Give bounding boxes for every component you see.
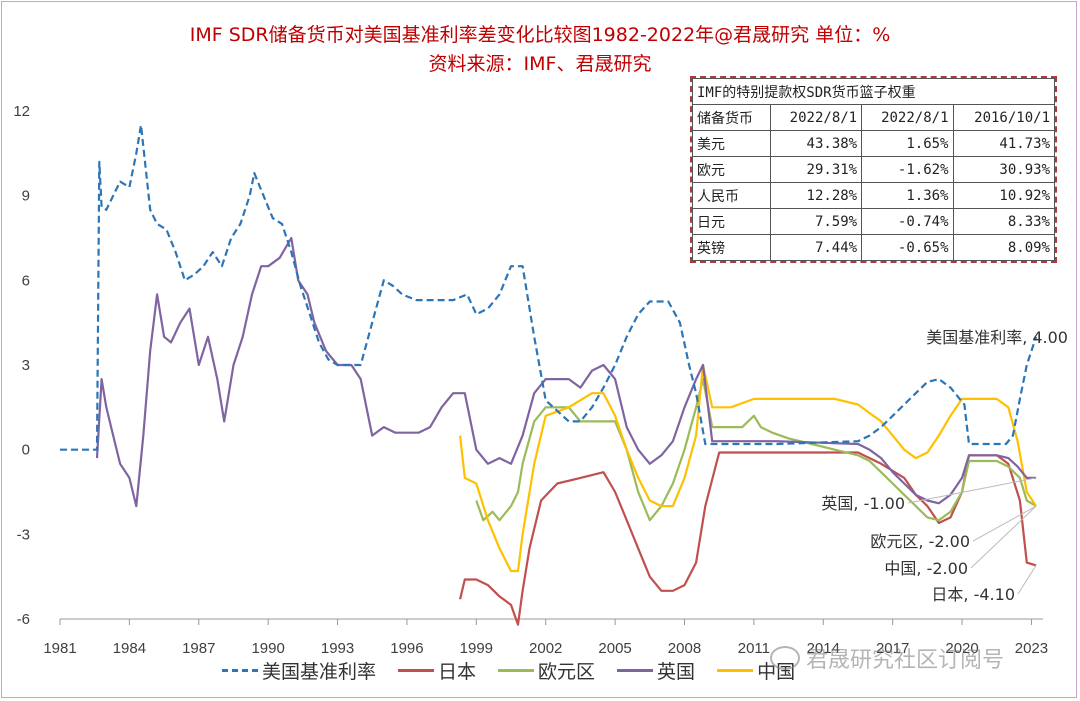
x-tick-label: 2023	[1015, 640, 1048, 657]
table-cell: 1.65%	[861, 130, 954, 157]
leader-line-uk	[907, 477, 1037, 504]
watermark-text: 君晟研究社区订阅号	[806, 648, 1005, 673]
table-cell: 41.73%	[952, 130, 1055, 157]
table-cell: 8.09%	[952, 234, 1055, 261]
x-tick-label: 1993	[321, 640, 354, 657]
legend-item: 英国	[617, 657, 695, 684]
legend-swatch	[498, 668, 535, 672]
legend-label: 欧元区	[538, 660, 596, 683]
legend-swatch	[717, 668, 754, 672]
table-cell: 日元	[692, 208, 771, 235]
table-row: 英镑 7.44% -0.65% 8.09%	[692, 234, 1055, 261]
x-tick-label: 1987	[182, 640, 215, 657]
series-line-4	[459, 363, 1038, 573]
wechat-icon	[770, 646, 800, 670]
table-header: 2022/8/1	[861, 104, 954, 131]
y-tick-label: 12	[13, 103, 30, 120]
data-label-us: 美国基准利率, 4.00	[926, 328, 1068, 347]
data-label-uk: 英国, -1.00	[821, 494, 905, 513]
series-line-2	[475, 378, 1037, 522]
data-label-eu: 欧元区, -2.00	[870, 532, 970, 551]
x-tick-label: 2014	[807, 640, 840, 657]
x-tick-label: 2011	[738, 640, 770, 657]
legend-label: 英国	[657, 660, 696, 683]
table-row: 欧元 29.31% -1.62% 30.93%	[692, 156, 1055, 183]
leader-line-eu	[972, 505, 1037, 542]
table-cell: 英镑	[692, 234, 771, 261]
table-cell: 8.33%	[952, 208, 1055, 235]
series-lines	[60, 123, 1038, 626]
series-line-3	[95, 236, 1037, 508]
table-header: 储备货币	[692, 104, 771, 131]
legend-item: 美国基准利率	[222, 657, 376, 684]
table-cell: 1.36%	[861, 182, 954, 209]
legend-item: 日本	[398, 657, 476, 684]
series-line-0	[60, 123, 1038, 451]
data-label-jp: 日本, -4.10	[931, 585, 1015, 604]
table-header: 2016/10/1	[952, 104, 1055, 131]
data-label-cn: 中国, -2.00	[884, 559, 968, 578]
axes: 12 9 6 3 0 -3 -6 1981 1984 1987 1990 1993 1996 1999 20…	[13, 103, 1048, 657]
sdr-weight-table: IMF的特别提款权SDR货币篮子权重 储备货币 2022/8/1 2022/8/…	[690, 76, 1057, 263]
x-tick-label: 1990	[251, 640, 284, 657]
table-cell: 人民币	[692, 182, 771, 209]
x-tick-label: 1981	[43, 640, 76, 657]
table-caption: IMF的特别提款权SDR货币篮子权重	[692, 78, 1055, 105]
leader-line-jp	[1017, 565, 1037, 595]
leader-line-cn	[970, 505, 1037, 569]
table-row: 日元 7.59% -0.74% 8.33%	[692, 208, 1055, 235]
x-tick-label: 1984	[113, 640, 146, 657]
x-tick-label: 1996	[390, 640, 423, 657]
table-row: 人民币 12.28% 1.36% 10.92%	[692, 182, 1055, 209]
x-tick-label: 2002	[529, 640, 562, 657]
table-cell: 43.38%	[769, 130, 863, 157]
annotations: 美国基准利率, 4.00 英国, -1.00 欧元区, -2.00 中国, -2.00…	[821, 328, 1068, 604]
table-cell: 欧元	[692, 156, 771, 183]
table-cell: 12.28%	[769, 182, 863, 209]
x-tick-label: 1999	[460, 640, 493, 657]
legend-swatch	[617, 668, 654, 672]
y-tick-label: -3	[17, 526, 30, 543]
legend-swatch	[398, 668, 435, 672]
table-cell: -1.62%	[861, 156, 954, 183]
table-cell: 美元	[692, 130, 771, 157]
legend-label: 日本	[438, 660, 477, 683]
table-cell: 10.92%	[952, 182, 1055, 209]
y-tick-label: 3	[22, 357, 30, 374]
table-header: 2022/8/1	[769, 104, 863, 131]
legend-item: 欧元区	[498, 657, 595, 684]
table-header-row: 储备货币 2022/8/1 2022/8/1 2016/10/1	[692, 104, 1055, 131]
chart-source: 资料来源：IMF、君晟研究	[428, 53, 652, 75]
table-cell: -0.74%	[861, 208, 954, 235]
table-cell: 7.59%	[769, 208, 863, 235]
legend-label: 美国基准利率	[262, 660, 377, 683]
chart-legend: 美国基准利率 日本 欧元区 英国 中国	[222, 657, 817, 684]
legend-swatch	[222, 668, 258, 672]
y-tick-label: -6	[17, 611, 30, 628]
y-tick-label: 9	[22, 188, 30, 205]
y-tick-label: 0	[22, 442, 30, 459]
table-cell: 7.44%	[769, 234, 863, 261]
watermark: 君晟研究社区订阅号	[770, 642, 1004, 674]
x-tick-label: 2020	[945, 640, 978, 657]
table-cell: 29.31%	[769, 156, 863, 183]
table-row: 美元 43.38% 1.65% 41.73%	[692, 130, 1055, 157]
y-tick-label: 6	[22, 272, 30, 289]
table-cell: -0.65%	[861, 234, 954, 261]
chart-title: IMF SDR储备货币对美国基准利率差变化比较图1982-2022年@君晟研究 …	[189, 24, 891, 46]
x-tick-label: 2005	[598, 640, 631, 657]
table-cell: 30.93%	[952, 156, 1055, 183]
x-tick-label: 2017	[876, 640, 909, 657]
x-tick-label: 2008	[668, 640, 701, 657]
